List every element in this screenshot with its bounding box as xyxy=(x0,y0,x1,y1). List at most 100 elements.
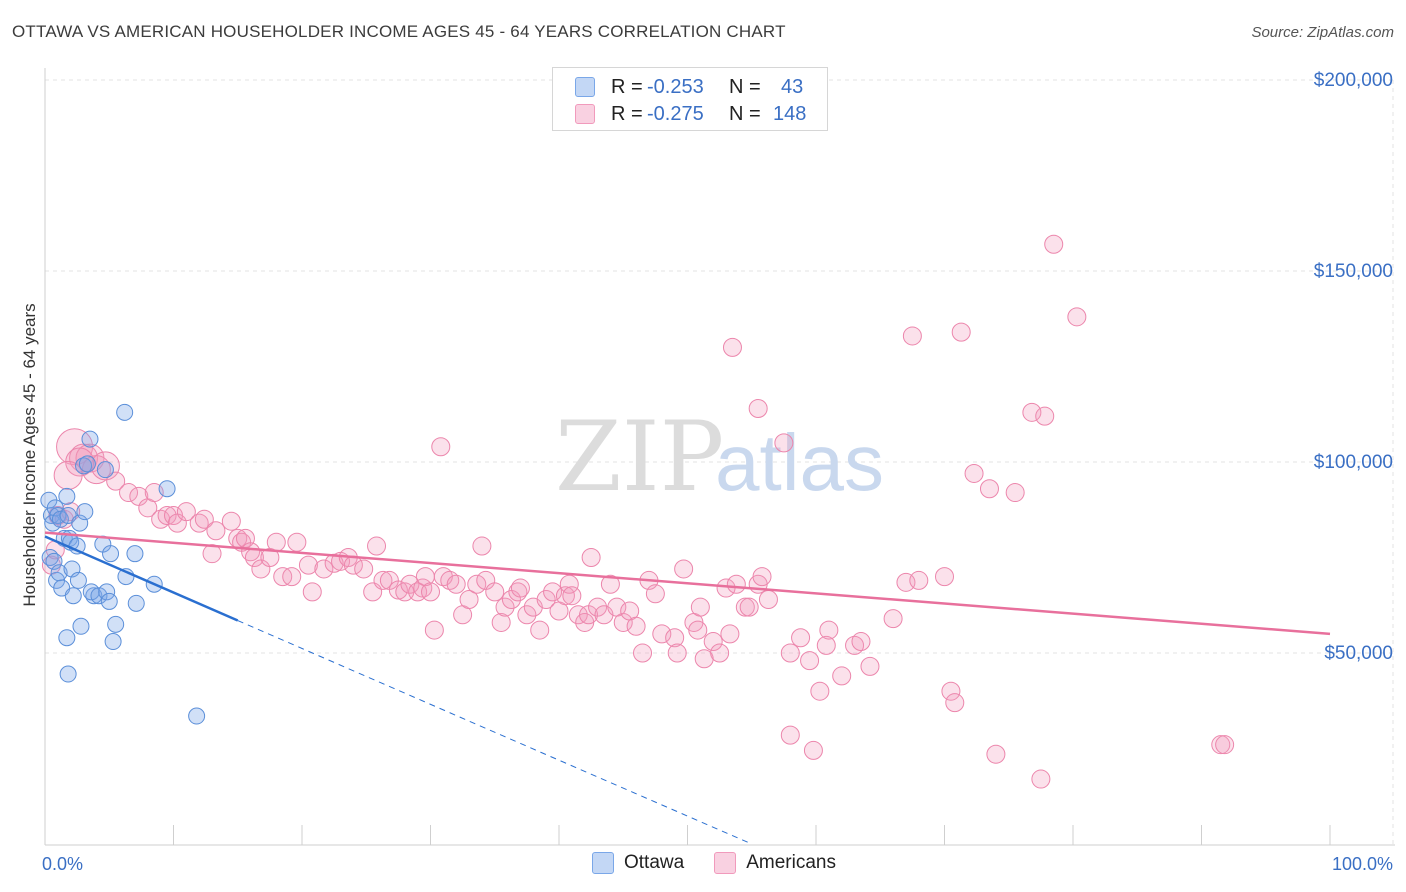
ottawa-point xyxy=(102,545,120,563)
legend-item-ottawa[interactable]: Ottawa xyxy=(592,852,684,874)
series-legend: Ottawa Americans xyxy=(592,852,866,874)
americans-point xyxy=(559,574,579,594)
ottawa-point xyxy=(64,587,82,605)
ottawa-point xyxy=(127,594,145,612)
americans-point xyxy=(665,628,685,648)
americans-point xyxy=(941,681,961,701)
ottawa-point xyxy=(58,629,76,647)
ottawa-point xyxy=(116,403,134,421)
americans-point xyxy=(314,559,334,579)
americans-point xyxy=(860,656,880,676)
americans-point xyxy=(726,574,746,594)
americans-point xyxy=(816,635,836,655)
y-tick-label: $50,000 xyxy=(1324,643,1393,664)
ottawa-point xyxy=(126,545,144,563)
americans-point xyxy=(935,567,954,587)
americans-point xyxy=(832,666,852,686)
americans-point xyxy=(964,463,984,483)
ottawa-point xyxy=(59,665,77,683)
americans-point xyxy=(758,590,778,610)
americans-point xyxy=(1067,307,1087,327)
legend-label-americans: Americans xyxy=(746,852,836,873)
americans-point xyxy=(282,567,302,587)
legend-swatch-americans xyxy=(714,852,737,874)
americans-point xyxy=(791,628,811,648)
legend-label-ottawa: Ottawa xyxy=(624,852,685,873)
legend-r-label: R = xyxy=(611,75,643,98)
ottawa-trend-line xyxy=(44,535,239,622)
americans-point xyxy=(883,609,903,629)
americans-point xyxy=(688,620,708,640)
americans-point xyxy=(221,511,241,531)
americans-point xyxy=(373,570,393,590)
legend-n-label: N = xyxy=(729,75,761,98)
americans-point xyxy=(780,643,800,663)
legend-r-value: -0.275 xyxy=(647,102,704,125)
americans-point xyxy=(1022,402,1042,422)
ottawa-trend-extension xyxy=(237,620,752,845)
americans-point xyxy=(1031,769,1051,789)
y-tick-label: $150,000 xyxy=(1314,261,1393,282)
ottawa-point xyxy=(51,510,69,528)
americans-point xyxy=(568,605,588,625)
legend-swatch-americans xyxy=(575,104,595,124)
ottawa-points xyxy=(40,403,206,725)
americans-point xyxy=(1215,735,1235,755)
ottawa-point xyxy=(82,583,100,601)
legend-n-label: N = xyxy=(729,102,761,125)
americans-point xyxy=(459,590,479,610)
americans-point xyxy=(652,624,672,644)
source-label: Source: ZipAtlas.com xyxy=(1251,24,1394,41)
americans-point xyxy=(690,597,710,617)
americans-point xyxy=(400,574,420,594)
americans-point xyxy=(555,586,575,606)
americans-point xyxy=(851,632,871,652)
americans-point xyxy=(774,433,794,453)
americans-point xyxy=(722,337,742,357)
americans-point xyxy=(424,620,444,640)
americans-point xyxy=(979,479,999,499)
ottawa-point xyxy=(58,487,76,505)
americans-point xyxy=(986,744,1006,764)
ottawa-point xyxy=(96,461,114,479)
americans-point xyxy=(909,570,929,590)
americans-point xyxy=(800,651,820,671)
y-tick-label: $100,000 xyxy=(1314,452,1393,473)
axes xyxy=(44,68,1395,846)
americans-point xyxy=(819,620,839,640)
ottawa-point xyxy=(72,617,90,635)
y-tick-label: $200,000 xyxy=(1314,70,1393,91)
americans-point xyxy=(645,584,665,604)
americans-point xyxy=(780,725,800,745)
legend-item-americans[interactable]: Americans xyxy=(714,852,836,874)
americans-point xyxy=(543,582,563,602)
americans-point xyxy=(194,509,214,529)
chart-title: OTTAWA VS AMERICAN HOUSEHOLDER INCOME AG… xyxy=(12,22,786,41)
americans-point xyxy=(667,643,687,663)
ottawa-point xyxy=(81,430,99,448)
americans-point xyxy=(902,326,922,346)
americans-point xyxy=(119,483,139,503)
americans-point xyxy=(266,532,286,552)
americans-point xyxy=(421,582,440,602)
x-tick-label: 0.0% xyxy=(42,854,83,874)
correlation-legend: R = -0.253 N = 43 R = -0.275 N = 148 xyxy=(552,67,828,131)
americans-point xyxy=(710,643,730,663)
americans-point xyxy=(739,597,759,617)
americans-point xyxy=(446,574,466,594)
legend-r-label: R = xyxy=(611,102,643,125)
americans-point xyxy=(752,567,772,587)
ottawa-point xyxy=(98,583,116,601)
americans-point xyxy=(530,620,550,640)
americans-point xyxy=(748,399,768,419)
legend-swatch-ottawa xyxy=(575,77,595,97)
americans-point xyxy=(287,532,307,552)
americans-point xyxy=(106,471,126,491)
americans-point xyxy=(53,460,83,490)
americans-point xyxy=(536,590,556,610)
legend-r-value: -0.253 xyxy=(647,75,704,98)
americans-point xyxy=(354,559,374,579)
americans-point xyxy=(581,548,601,567)
americans-point xyxy=(613,612,633,632)
